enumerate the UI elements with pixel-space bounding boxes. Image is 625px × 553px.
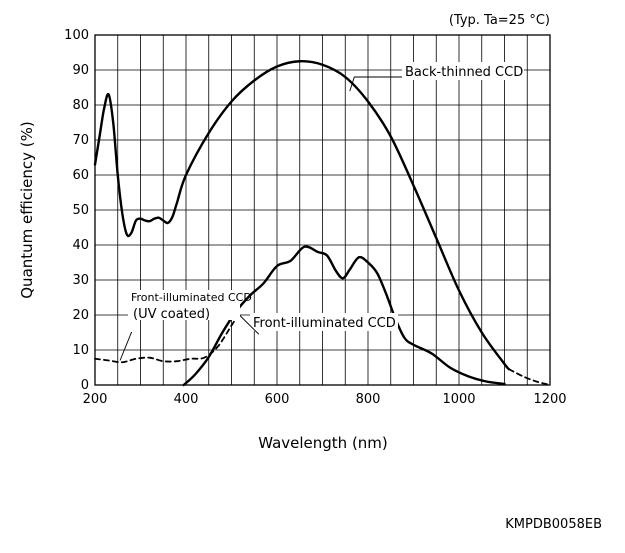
annotation-backdrop [250,313,398,331]
y-tick-label: 20 [72,308,89,323]
annotation-back-thinned: Back-thinned CCD [405,65,523,80]
x-tick-label: 800 [356,392,381,407]
annotation-backdrop [128,290,240,320]
x-tick-label: 400 [174,392,199,407]
y-axis-title: Quantum efficiency (%) [18,121,36,299]
series-line-front-illuminated [182,245,506,387]
leader-line-back-thinned [349,76,402,92]
series-line-back-thinned [93,60,511,371]
y-tick-label: 100 [64,28,89,43]
y-tick-label: 10 [72,343,89,358]
y-tick-label: 50 [72,203,89,218]
x-tick-label: 600 [265,392,290,407]
annotations: Back-thinned CCD Front-illuminated CCDFro… [119,62,524,361]
tick-labels: 200 400 600 800 1000 1200 0 10 20 30 40 50 60 70 80 90 1… [64,28,566,407]
plot-frame [94,34,551,386]
annotation-front-uv-line2: (UV coated) [133,307,210,322]
y-tick-label: 90 [72,63,89,78]
x-tick-label: 1200 [533,392,566,407]
axes [94,34,551,386]
series-line-front-illuminated-uv [94,317,237,364]
y-tick-label: 60 [72,168,89,183]
grid-lines [95,35,550,385]
y-tick-label: 80 [72,98,89,113]
document-code: KMPDB0058EB [505,517,602,532]
x-tick-label: 200 [83,392,108,407]
series-line-back-thinned-tail [508,368,551,386]
x-axis-title: Wavelength (nm) [258,434,388,452]
leader-line-front-uv [119,332,132,361]
condition-note: (Typ. Ta=25 °C) [449,13,550,28]
x-tick-label: 1000 [442,392,475,407]
series-lines [93,60,551,387]
y-tick-label: 0 [81,378,89,393]
y-tick-label: 40 [72,238,89,253]
y-tick-label: 70 [72,133,89,148]
y-tick-label: 30 [72,273,89,288]
annotation-front-uv-line1: Front-illuminated CCD [131,291,252,304]
annotation-front-illuminated: Front-illuminated CCD [253,316,396,331]
annotation-backdrop [402,62,524,80]
